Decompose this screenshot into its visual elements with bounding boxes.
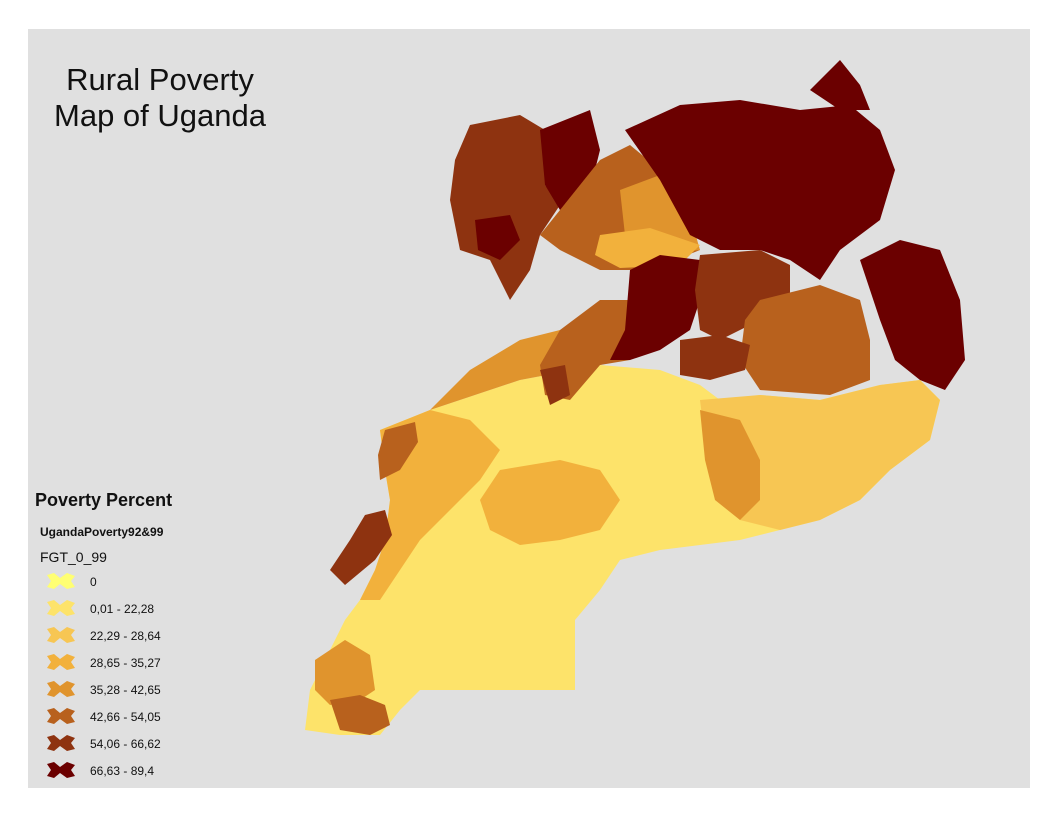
region-kaberamaido [680,335,750,380]
legend-label: 42,66 - 54,05 [90,710,161,724]
region-east-medium [700,410,760,520]
legend-swatch [47,600,75,616]
region-lira [610,255,700,360]
legend-label: 54,06 - 66,62 [90,737,161,751]
region-bunyoro-dark [540,365,570,405]
legend-label: 35,28 - 42,65 [90,683,161,697]
region-westnile [450,115,560,300]
legend-swatch [47,573,75,589]
region-moroto [860,240,965,390]
legend-item: 54,06 - 66,62 [44,730,264,754]
region-soroti [695,250,790,340]
legend-label: 28,65 - 35,27 [90,656,161,670]
legend-item: 28,65 - 35,27 [44,649,264,673]
legend-label: 66,63 - 89,4 [90,764,155,778]
title-line-2: Map of Uganda [54,98,266,133]
title-line-1: Rural Poverty [66,62,254,97]
region-kumi [740,285,870,395]
legend-item: 0,01 - 22,28 [44,595,264,619]
region-west-strip-dark [330,510,392,585]
legend-label: 0,01 - 22,28 [90,602,155,616]
legend-swatch [47,654,75,670]
legend-swatch [47,627,75,643]
legend-item: 35,28 - 42,65 [44,676,264,700]
legend-swatch [47,708,75,724]
region-northeast-tip [810,60,870,110]
map-title: Rural Poverty Map of Uganda [30,62,290,134]
legend-swatch [47,735,75,751]
region-karamoja [625,100,895,280]
legend-item: 42,66 - 54,05 [44,703,264,727]
region-southwest-dark [330,695,390,735]
legend-layer-name: UgandaPoverty92&99 [40,525,164,539]
legend-title: Poverty Percent [35,490,173,510]
region-central-medium [480,460,620,545]
legend-item: 0 [44,568,264,592]
legend-item: 66,63 - 89,4 [44,757,264,781]
region-westnile-dark [475,215,520,260]
region-southwest [315,640,375,705]
region-west-strip [378,422,418,480]
legend-field-name: FGT_0_99 [40,549,107,565]
legend-swatch [47,681,75,697]
legend-swatch [47,762,75,778]
legend-label: 0 [90,575,97,589]
legend-item: 22,29 - 28,64 [44,622,264,646]
region-midnorth-medium [430,300,650,410]
legend-label: 22,29 - 28,64 [90,629,161,643]
